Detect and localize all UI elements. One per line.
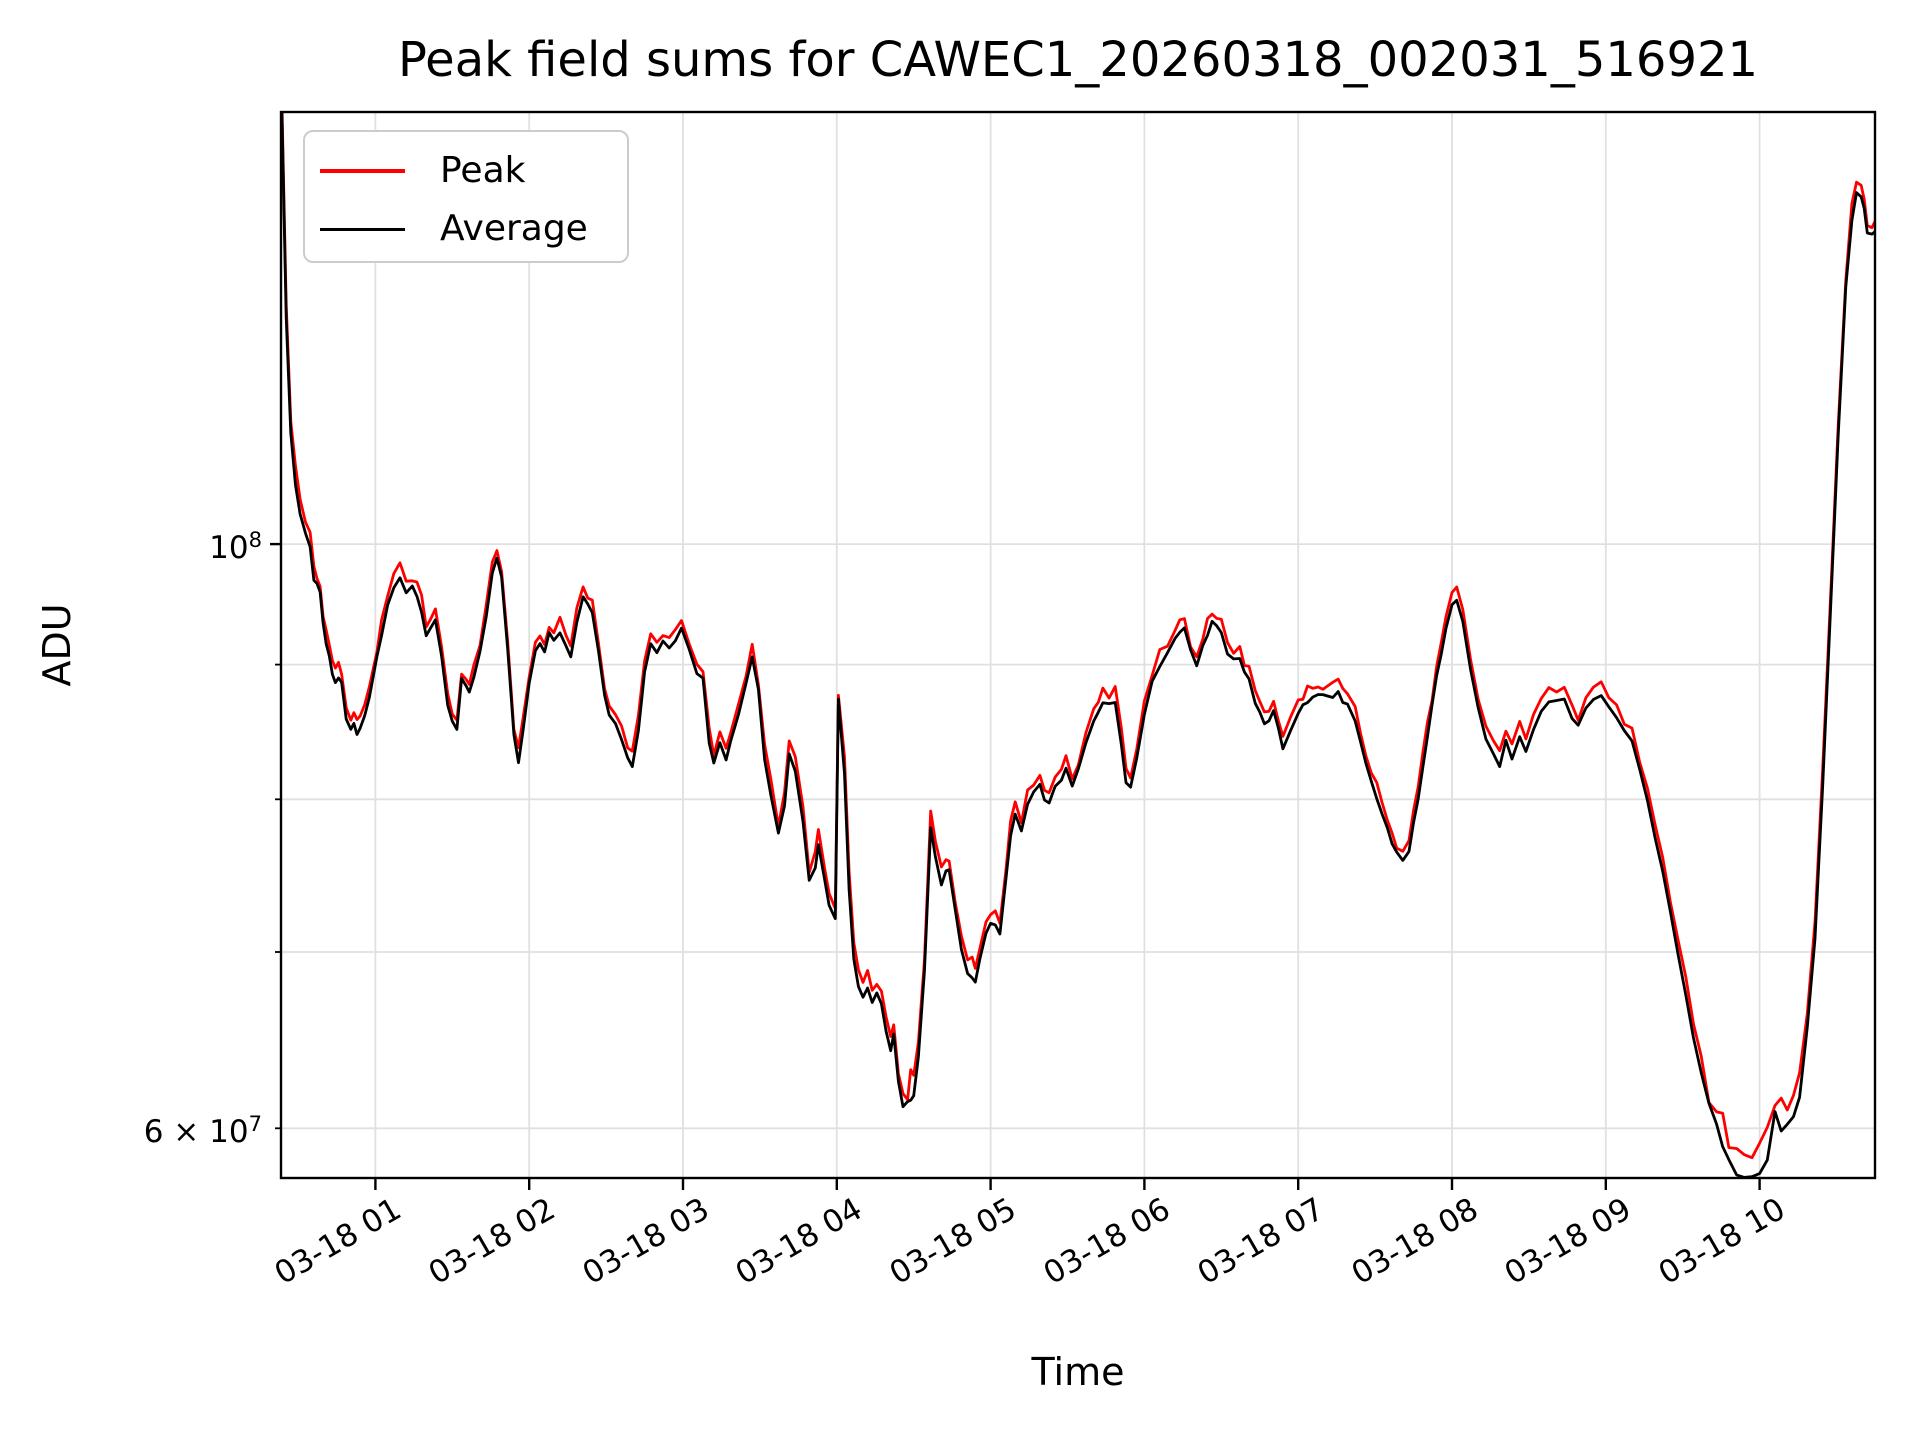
y-axis-label: ADU — [35, 603, 79, 687]
x-axis-label: Time — [1031, 1350, 1125, 1394]
axes-spines — [279, 110, 1877, 1180]
legend-label-average: Average — [440, 208, 588, 249]
legend-label-peak: Peak — [440, 150, 526, 191]
chart-title: Peak field sums for CAWEC1_20260318_0020… — [397, 32, 1759, 88]
y-tick-label: 6 × 107 — [143, 1111, 262, 1151]
legend-entry-peak: Peak — [320, 149, 525, 193]
average-line — [281, 112, 1875, 1178]
peak-line-swatch — [320, 169, 405, 173]
gridlines — [281, 112, 1875, 1178]
legend-entry-average: Average — [320, 207, 588, 251]
y-tick-label: 108 — [209, 527, 262, 566]
legend: Peak Average — [303, 130, 629, 263]
tick-marks — [270, 542, 1761, 1190]
average-line-swatch — [320, 227, 405, 231]
